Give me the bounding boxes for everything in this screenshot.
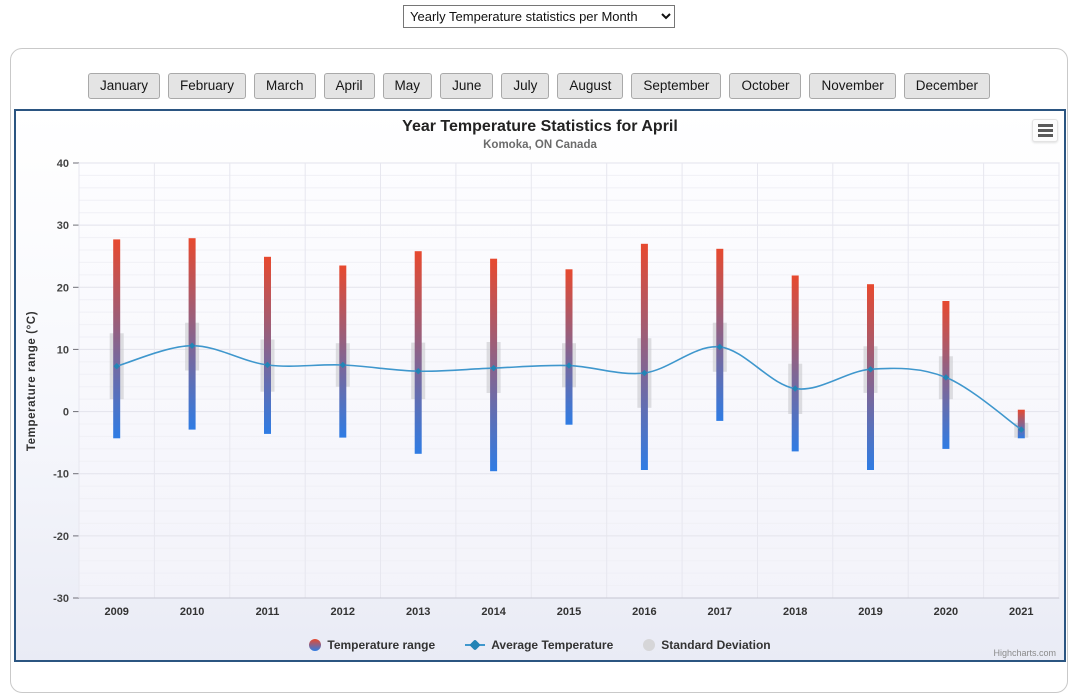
svg-text:-10: -10 [53, 469, 69, 481]
legend-label: Average Temperature [491, 638, 614, 652]
svg-text:Temperature range (°C): Temperature range (°C) [26, 311, 38, 451]
svg-text:2010: 2010 [180, 606, 204, 618]
svg-text:2017: 2017 [708, 606, 732, 618]
svg-text:2020: 2020 [934, 606, 958, 618]
svg-text:2012: 2012 [331, 606, 355, 618]
month-button-december[interactable]: December [903, 73, 991, 99]
standard-deviation-legend-icon [643, 639, 656, 651]
hamburger-bar [1037, 129, 1053, 132]
svg-text:-20: -20 [53, 531, 69, 543]
legend-item-temperature-range[interactable]: Temperature range [309, 638, 435, 652]
chart-plot-area: -30 -20 -10 0 10 20 30 40 2009 2010 2011 2012 2013 20… [26, 158, 1060, 618]
svg-text:2021: 2021 [1009, 606, 1033, 618]
month-button-february[interactable]: February [167, 73, 247, 99]
month-button-march[interactable]: March [254, 73, 316, 99]
svg-text:0: 0 [63, 407, 69, 419]
hamburger-bar [1037, 134, 1053, 137]
highcharts-container: Year Temperature Statistics for April Ko… [14, 109, 1066, 662]
svg-text:20: 20 [57, 282, 69, 294]
statistics-type-select[interactable]: Yearly Temperature statistics per Month [403, 5, 675, 28]
svg-text:2009: 2009 [104, 606, 128, 618]
temperature-range-legend-icon [309, 639, 322, 651]
average-temperature-legend-icon [465, 639, 486, 651]
month-button-november[interactable]: November [809, 73, 896, 99]
hamburger-bar [1037, 124, 1053, 127]
chart-card: January February March April May June July Augu… [10, 48, 1068, 693]
month-button-may[interactable]: May [382, 73, 433, 99]
chart-type-dropdown-wrap: Yearly Temperature statistics per Month [0, 5, 1078, 28]
legend-item-average-temperature[interactable]: Average Temperature [465, 638, 613, 652]
legend-label: Temperature range [327, 638, 436, 652]
month-button-august[interactable]: August [557, 73, 624, 99]
month-button-september[interactable]: September [631, 73, 722, 99]
month-button-october[interactable]: October [729, 73, 802, 99]
chart-subtitle: Komoka, ON Canada [483, 139, 597, 151]
month-button-january[interactable]: January [87, 73, 160, 99]
svg-text:-30: -30 [53, 593, 69, 605]
svg-text:2014: 2014 [481, 606, 506, 618]
svg-text:2015: 2015 [557, 606, 581, 618]
month-button-july[interactable]: July [501, 73, 550, 99]
month-button-april[interactable]: April [323, 73, 375, 99]
highcharts-credits[interactable]: Highcharts.com [993, 648, 1056, 658]
legend-label: Standard Deviation [661, 638, 771, 652]
svg-text:40: 40 [57, 158, 69, 170]
svg-text:10: 10 [57, 344, 69, 356]
chart-title: Year Temperature Statistics for April [402, 118, 678, 135]
chart-legend: Temperature range Average Temperature Stan… [16, 638, 1064, 652]
hamburger-menu-icon[interactable] [1032, 119, 1058, 142]
svg-text:30: 30 [57, 220, 69, 232]
svg-text:2011: 2011 [256, 606, 280, 618]
svg-text:2016: 2016 [632, 606, 656, 618]
month-button-june[interactable]: June [440, 73, 494, 99]
svg-text:2013: 2013 [406, 606, 430, 618]
svg-text:2019: 2019 [858, 606, 882, 618]
svg-text:2018: 2018 [783, 606, 807, 618]
month-button-row: January February March April May June July Augu… [11, 73, 1067, 99]
legend-item-standard-deviation[interactable]: Standard Deviation [643, 638, 771, 652]
